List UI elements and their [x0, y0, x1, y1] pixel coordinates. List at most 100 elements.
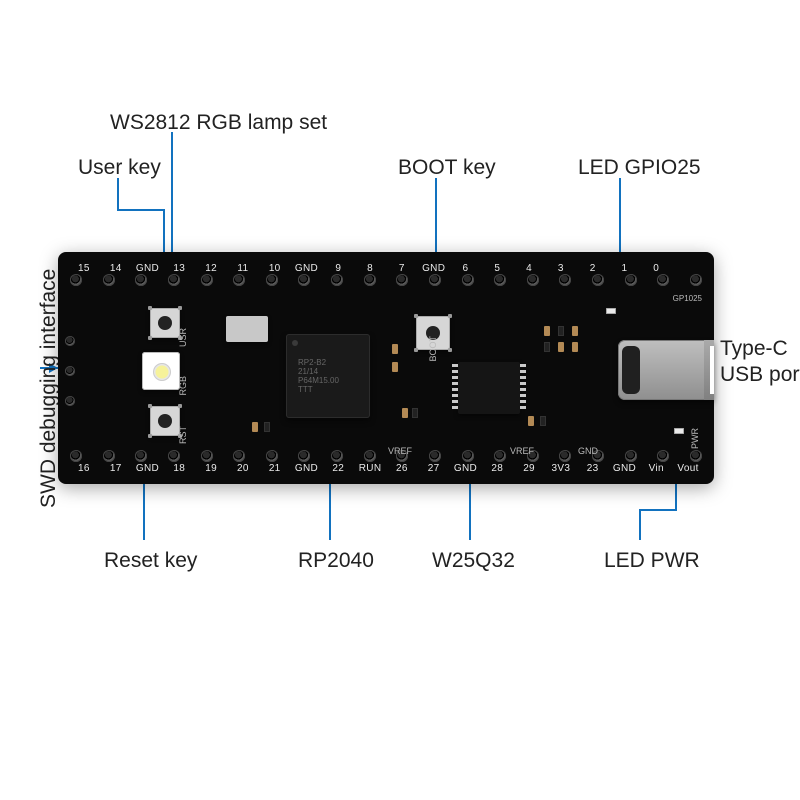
silk-bot: 18: [163, 463, 195, 474]
ws2812-led: [142, 352, 180, 390]
passive: [572, 342, 578, 352]
swd-pin: [65, 396, 75, 406]
silk-bot: 16: [68, 463, 100, 474]
silk-top: 15: [68, 263, 100, 274]
pin-hole: [266, 274, 278, 286]
pin-hole: [70, 450, 82, 462]
passive: [558, 326, 564, 336]
silk-top: 9: [322, 263, 354, 274]
pin-hole: [494, 274, 506, 286]
gp1025-silk: GP1025: [673, 294, 702, 303]
pcb-board: 1514GND13121110GND987GND6543210 1617GND1…: [58, 252, 714, 484]
silk-top: 11: [227, 263, 259, 274]
passive: [392, 344, 398, 354]
silk-top: 4: [513, 263, 545, 274]
silk-bot: GND: [291, 463, 323, 474]
pin-hole: [462, 450, 474, 462]
pin-row-bot: [58, 450, 714, 462]
silk-top: 2: [577, 263, 609, 274]
silk-top: 7: [386, 263, 418, 274]
pin-hole: [494, 450, 506, 462]
passive: [544, 342, 550, 352]
passive: [252, 422, 258, 432]
silk-bot: 21: [259, 463, 291, 474]
pin-hole: [103, 274, 115, 286]
passive: [572, 326, 578, 336]
silk-bot: 26: [386, 463, 418, 474]
silk-top: 1: [609, 263, 641, 274]
passive: [392, 362, 398, 372]
passive: [558, 342, 564, 352]
pin-hole: [429, 450, 441, 462]
pin-hole: [592, 274, 604, 286]
label-resetkey: Reset key: [104, 548, 197, 574]
silk-top: 0: [640, 263, 672, 274]
silk-text: GND: [578, 446, 598, 456]
silk-bot: 28: [481, 463, 513, 474]
pin-hole: [135, 450, 147, 462]
silk-top: 10: [259, 263, 291, 274]
pin-hole: [364, 450, 376, 462]
pin-hole: [690, 274, 702, 286]
reset-button[interactable]: [150, 406, 180, 436]
silk-bot: 19: [195, 463, 227, 474]
pin-hole: [462, 274, 474, 286]
passive: [402, 408, 408, 418]
w25q32-chip: [458, 362, 520, 414]
passive: [412, 408, 418, 418]
swd-pin: [65, 336, 75, 346]
swd-pin: [65, 366, 75, 376]
pin-hole: [559, 450, 571, 462]
passive: [264, 422, 270, 432]
pin-hole: [364, 274, 376, 286]
pin-hole: [331, 274, 343, 286]
pin-hole: [103, 450, 115, 462]
usb-c-port[interactable]: [618, 340, 714, 400]
label-ws2812: WS2812 RGB lamp set: [110, 110, 327, 136]
silk-bot: RUN: [354, 463, 386, 474]
passive: [544, 326, 550, 336]
label-bootkey: BOOT key: [398, 155, 496, 181]
silk-bot: 29: [513, 463, 545, 474]
pin-row-top: [58, 274, 714, 286]
usb-notch: [710, 346, 714, 394]
label-ledpwr: LED PWR: [604, 548, 700, 574]
crystal: [226, 316, 268, 342]
silk-bot: GND: [132, 463, 164, 474]
silk-text: VREF: [388, 446, 412, 456]
silk-bot: 3V3: [545, 463, 577, 474]
silk-top: 13: [163, 263, 195, 274]
silk-top: GND: [132, 263, 164, 274]
pin-hole: [625, 274, 637, 286]
silk-text: VREF: [510, 446, 534, 456]
user-button[interactable]: [150, 308, 180, 338]
rp2040-marking: RP2-B221/14P64M15.00TTT: [298, 358, 339, 394]
silk-top: 6: [450, 263, 482, 274]
pin-hole: [657, 274, 669, 286]
silk-bot: 22: [322, 463, 354, 474]
swd-header: [60, 332, 80, 410]
silk-top: 5: [481, 263, 513, 274]
pin-hole: [168, 274, 180, 286]
passive: [528, 416, 534, 426]
silk-text: USR: [178, 328, 188, 347]
pin-hole: [266, 450, 278, 462]
silk-text: PWR: [690, 428, 700, 449]
silk-bot: GND: [609, 463, 641, 474]
silk-bot: 20: [227, 463, 259, 474]
pwr-led: [674, 428, 684, 434]
pin-hole: [527, 274, 539, 286]
pin-hole: [625, 450, 637, 462]
silk-text: RST: [178, 426, 188, 444]
label-typec: Type-CUSB port: [720, 336, 800, 389]
label-userkey: User key: [78, 155, 161, 181]
silk-top: 14: [100, 263, 132, 274]
pin-hole: [233, 274, 245, 286]
label-w25q32: W25Q32: [432, 548, 515, 574]
gpio25-led: [606, 308, 616, 314]
pin-hole: [331, 450, 343, 462]
silk-top: GND: [291, 263, 323, 274]
pin-hole: [168, 450, 180, 462]
label-led25: LED GPIO25: [578, 155, 701, 181]
pin-hole: [396, 274, 408, 286]
